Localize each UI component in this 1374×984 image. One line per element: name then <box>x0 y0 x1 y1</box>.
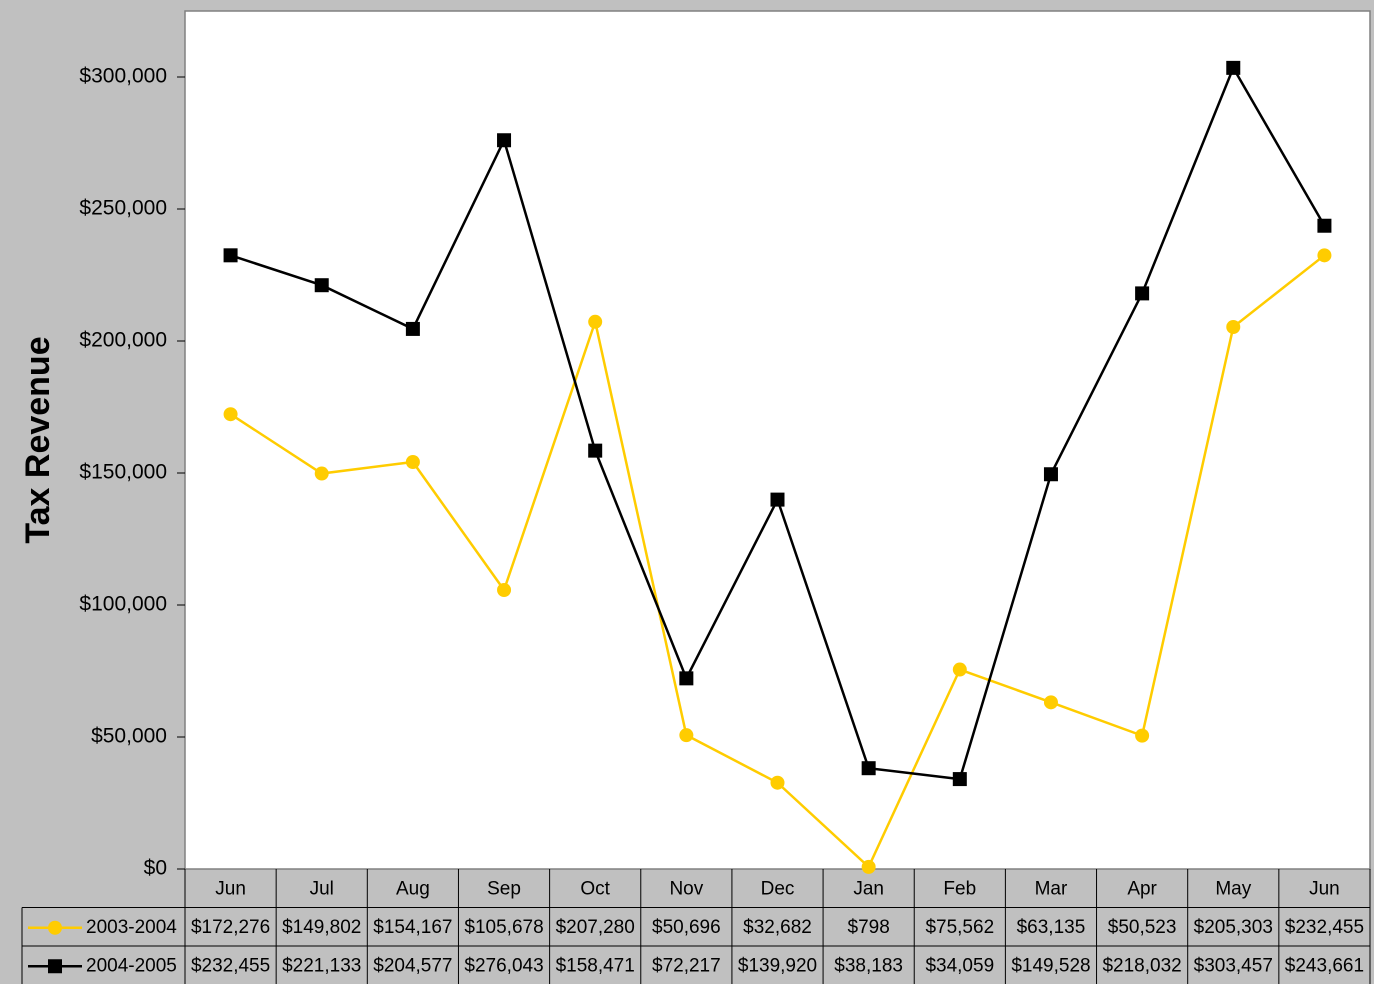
y-tick-label: $150,000 <box>79 461 167 484</box>
legend-key-marker <box>48 920 62 935</box>
data-label: $207,280 <box>556 917 635 938</box>
data-point <box>952 772 967 787</box>
category-label: Feb <box>943 878 976 899</box>
data-point <box>770 775 785 790</box>
y-axis: $0 $50,000 $100,000 $150,000 $200,000 $250,00… <box>79 65 185 880</box>
category-label: Oct <box>580 878 610 899</box>
data-label: $63,135 <box>1017 917 1086 938</box>
data-label: $243,661 <box>1285 955 1364 976</box>
data-point <box>497 583 512 598</box>
category-label: Dec <box>761 878 795 899</box>
data-point <box>952 662 967 677</box>
data-label: $75,562 <box>925 917 994 938</box>
data-label: $204,577 <box>373 955 452 976</box>
data-label: $38,183 <box>834 955 903 976</box>
data-table: Jun Jul Aug Sep Oct Nov Dec Jan Feb Mar Apr May Jun 2… <box>21 869 1371 984</box>
data-point <box>1226 320 1241 335</box>
category-label: May <box>1215 878 1251 899</box>
data-point <box>1043 467 1058 482</box>
data-label: $232,455 <box>191 955 270 976</box>
y-tick-label: $50,000 <box>91 725 167 748</box>
data-label: $149,802 <box>282 917 361 938</box>
data-point <box>405 321 420 336</box>
data-point <box>861 859 876 874</box>
data-point <box>314 466 329 481</box>
data-point <box>405 454 420 469</box>
legend-key-marker <box>48 959 62 974</box>
data-point <box>1135 728 1150 743</box>
data-label: $50,696 <box>652 917 721 938</box>
category-label: Sep <box>487 878 521 899</box>
data-point <box>1317 218 1332 233</box>
data-point <box>1317 248 1332 263</box>
data-label: $105,678 <box>464 917 543 938</box>
category-label: Jan <box>853 878 884 899</box>
data-point <box>1135 286 1150 301</box>
data-point <box>861 761 876 776</box>
y-tick-label: $300,000 <box>79 65 167 88</box>
data-label: $218,032 <box>1102 955 1181 976</box>
data-label: $34,059 <box>925 955 994 976</box>
category-label: Jul <box>310 878 334 899</box>
legend-entry: 2003-2004 <box>86 917 177 938</box>
data-point <box>588 314 603 329</box>
data-label: $205,303 <box>1194 917 1273 938</box>
data-label: $798 <box>848 917 890 938</box>
y-tick-label: $100,000 <box>79 593 167 616</box>
category-label: Jun <box>1309 878 1340 899</box>
plot-area <box>184 10 1371 870</box>
data-label: $50,523 <box>1108 917 1177 938</box>
data-label: $32,682 <box>743 917 812 938</box>
y-tick-label: $200,000 <box>79 329 167 352</box>
category-label: Jun <box>215 878 246 899</box>
category-label: Aug <box>396 878 430 899</box>
data-label: $154,167 <box>373 917 452 938</box>
data-point <box>497 133 512 148</box>
data-label: $221,133 <box>282 955 361 976</box>
series-group <box>223 60 1332 874</box>
data-point <box>223 248 238 263</box>
data-label: $72,217 <box>652 955 721 976</box>
data-label: $232,455 <box>1285 917 1364 938</box>
data-point <box>1226 60 1241 75</box>
data-point <box>679 728 694 743</box>
data-point <box>223 407 238 422</box>
y-tick-label: $0 <box>144 857 167 880</box>
y-axis-label: Tax Revenue <box>19 336 57 543</box>
data-label: $158,471 <box>556 955 635 976</box>
data-point <box>588 443 603 458</box>
legend-entry: 2004-2005 <box>86 955 177 976</box>
data-label: $139,920 <box>738 955 817 976</box>
data-point <box>314 278 329 293</box>
y-tick-label: $250,000 <box>79 197 167 220</box>
data-label: $172,276 <box>191 917 270 938</box>
category-label: Mar <box>1035 878 1068 899</box>
data-point <box>679 671 694 686</box>
category-label: Apr <box>1127 878 1157 899</box>
data-point <box>770 492 785 507</box>
data-label: $303,457 <box>1194 955 1273 976</box>
category-label: Nov <box>669 878 703 899</box>
data-label: $149,528 <box>1011 955 1090 976</box>
data-label: $276,043 <box>464 955 543 976</box>
data-point <box>1043 695 1058 710</box>
